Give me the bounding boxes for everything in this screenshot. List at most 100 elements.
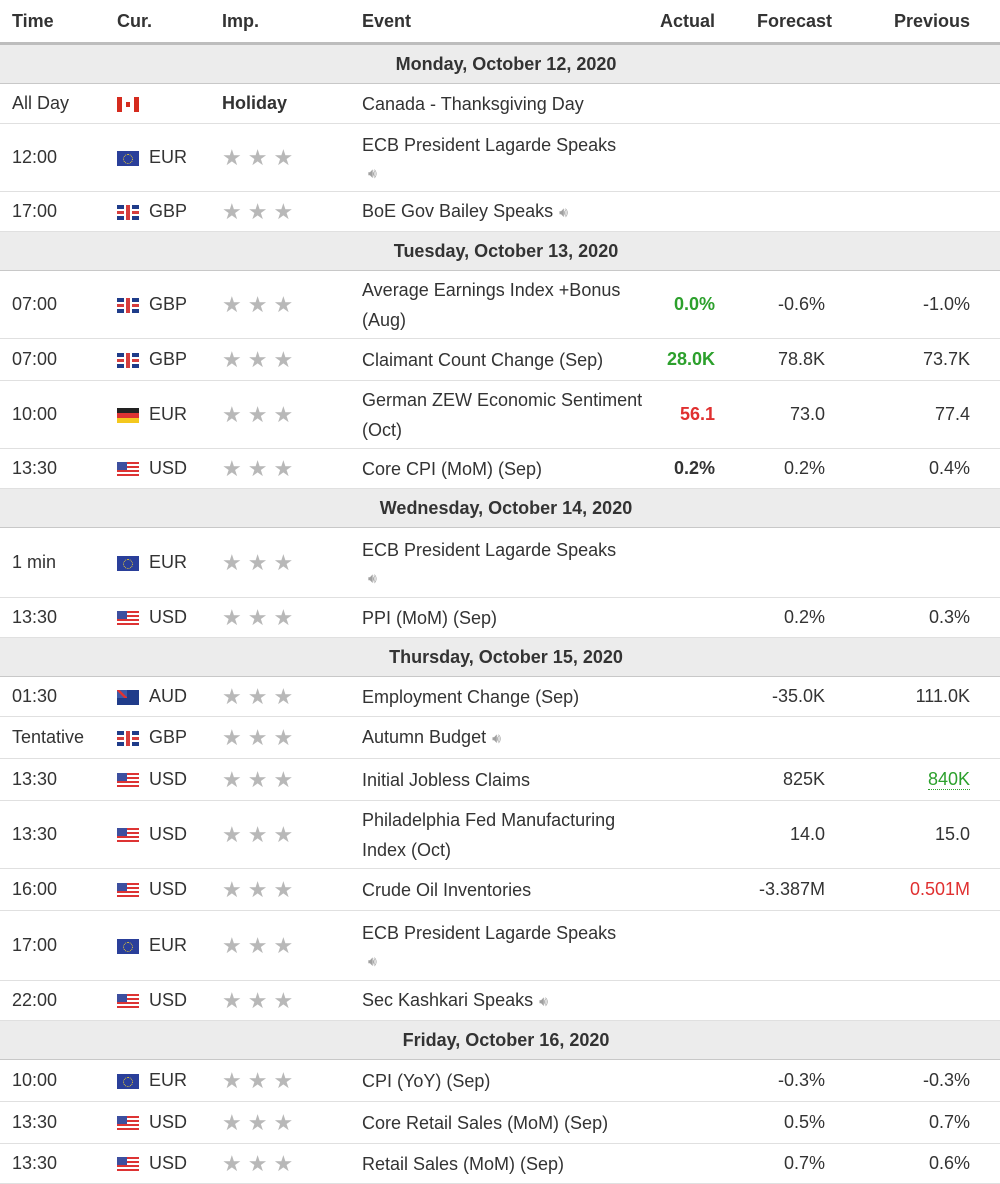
event-title[interactable]: PPI (MoM) (Sep) — [362, 607, 498, 628]
event-currency: USD — [105, 800, 210, 869]
star-icon: ★ — [247, 604, 268, 630]
event-importance: ★ ★ ★ — [210, 123, 350, 192]
event-title[interactable]: Core CPI (MoM) (Sep) — [362, 458, 543, 479]
event-row[interactable]: 1 min EUR ★ ★ ★ ECB President Lagarde Speaks 🔊… — [0, 527, 1000, 598]
event-title[interactable]: Average Earnings Index +Bonus (Aug) — [362, 279, 621, 330]
currency-code: GBP — [149, 349, 188, 369]
importance-stars: ★ ★ ★ — [222, 725, 299, 750]
event-time: 10:00 — [0, 1059, 105, 1102]
event-forecast: 825K — [745, 758, 855, 801]
previous-value: 0.4% — [928, 458, 970, 478]
header-currency[interactable]: Cur. — [105, 0, 210, 45]
event-row[interactable]: 07:00 GBP ★ ★ ★ Average Earnings Index +Bonus… — [0, 270, 1000, 339]
star-icon: ★ — [247, 1067, 268, 1093]
actual-value: 0.0% — [673, 294, 715, 314]
event-name[interactable]: CPI (YoY) (Sep) — [350, 1059, 645, 1102]
event-row[interactable]: 13:30 USD ★ ★ ★ Philadelphia Fed Manufacturin… — [0, 800, 1000, 869]
event-actual: 0.0% — [645, 270, 745, 339]
event-previous — [855, 123, 1000, 192]
event-row[interactable]: 10:00 EUR ★ ★ ★ CPI (YoY) (Sep) -0.3% -0.3% — [0, 1059, 1000, 1102]
event-name[interactable]: ECB President Lagarde Speaks 🔊︎ — [350, 527, 645, 598]
event-title[interactable]: Employment Change (Sep) — [362, 686, 580, 707]
event-row[interactable]: 01:30 AUD ★ ★ ★ Employment Change (Sep) -35.0K… — [0, 676, 1000, 717]
header-previous[interactable]: Previous — [855, 0, 1000, 45]
event-name[interactable]: German ZEW Economic Sentiment (Oct) — [350, 380, 645, 449]
event-title[interactable]: Initial Jobless Claims — [362, 769, 531, 790]
importance-stars: ★ ★ ★ — [222, 1151, 299, 1176]
event-name[interactable]: Philadelphia Fed Manufacturing Index (Oc… — [350, 800, 645, 869]
event-actual — [645, 868, 745, 911]
event-name[interactable]: Retail Sales (MoM) (Sep) — [350, 1143, 645, 1184]
event-title[interactable]: Autumn Budget — [362, 727, 487, 747]
usd-flag-icon — [117, 1156, 139, 1172]
currency-code: EUR — [149, 147, 188, 167]
importance-stars: ★ ★ ★ — [222, 684, 299, 709]
event-previous: -0.3% — [855, 1059, 1000, 1102]
event-previous: 77.4 — [855, 380, 1000, 449]
event-title[interactable]: ECB President Lagarde Speaks — [362, 540, 617, 560]
event-title[interactable]: CPI (YoY) (Sep) — [362, 1070, 491, 1091]
star-icon: ★ — [247, 455, 268, 481]
event-name[interactable]: Sec Kashkari Speaks 🔊︎ — [350, 980, 645, 1021]
star-icon: ★ — [247, 549, 268, 575]
event-previous: 0.501M — [855, 868, 1000, 911]
usd-flag-icon — [117, 1115, 139, 1131]
event-name[interactable]: Core Retail Sales (MoM) (Sep) — [350, 1101, 645, 1144]
star-icon: ★ — [273, 401, 294, 427]
event-importance: ★ ★ ★ — [210, 270, 350, 339]
star-icon: ★ — [273, 549, 294, 575]
event-title[interactable]: ECB President Lagarde Speaks — [362, 135, 617, 155]
event-row[interactable]: 16:00 USD ★ ★ ★ Crude Oil Inventories -3.387M 0… — [0, 868, 1000, 911]
previous-value: 77.4 — [934, 404, 970, 424]
event-name[interactable]: BoE Gov Bailey Speaks 🔊︎ — [350, 191, 645, 232]
event-title[interactable]: ECB President Lagarde Speaks — [362, 923, 617, 943]
event-row[interactable]: 12:00 EUR ★ ★ ★ ECB President Lagarde Speaks 🔊… — [0, 123, 1000, 192]
event-title[interactable]: Core Retail Sales (MoM) (Sep) — [362, 1112, 609, 1133]
event-name[interactable]: ECB President Lagarde Speaks 🔊︎ — [350, 123, 645, 192]
header-actual[interactable]: Actual — [645, 0, 745, 45]
event-name[interactable]: Average Earnings Index +Bonus (Aug) — [350, 270, 645, 339]
header-event[interactable]: Event — [350, 0, 645, 45]
event-row[interactable]: 13:30 USD ★ ★ ★ Initial Jobless Claims 825K 840… — [0, 758, 1000, 801]
event-row[interactable]: 13:30 USD ★ ★ ★ PPI (MoM) (Sep) 0.2% 0.3% — [0, 597, 1000, 638]
event-name[interactable]: Crude Oil Inventories — [350, 868, 645, 911]
event-row[interactable]: 10:00 EUR ★ ★ ★ German ZEW Economic Sentiment… — [0, 380, 1000, 449]
event-row[interactable]: 13:30 USD ★ ★ ★ Core Retail Sales (MoM) (Sep)… — [0, 1101, 1000, 1144]
event-row[interactable]: 07:00 GBP ★ ★ ★ Claimant Count Change (Sep) 28… — [0, 338, 1000, 381]
event-name[interactable]: Canada - Thanksgiving Day — [350, 83, 645, 124]
event-title[interactable]: Canada - Thanksgiving Day — [362, 93, 584, 114]
event-currency: USD — [105, 980, 210, 1021]
event-row[interactable]: 17:00 EUR ★ ★ ★ ECB President Lagarde Speaks 🔊… — [0, 910, 1000, 981]
event-title[interactable]: Sec Kashkari Speaks — [362, 990, 534, 1010]
event-row[interactable]: 22:00 USD ★ ★ ★ Sec Kashkari Speaks 🔊︎ — [0, 980, 1000, 1021]
event-name[interactable]: Initial Jobless Claims — [350, 758, 645, 801]
event-actual — [645, 800, 745, 869]
header-forecast[interactable]: Forecast — [745, 0, 855, 45]
importance-stars: ★ ★ ★ — [222, 605, 299, 630]
star-icon: ★ — [273, 604, 294, 630]
eur-flag-icon — [117, 1073, 139, 1089]
header-importance[interactable]: Imp. — [210, 0, 350, 45]
header-time[interactable]: Time — [0, 0, 105, 45]
event-time: 13:30 — [0, 448, 105, 489]
star-icon: ★ — [247, 401, 268, 427]
event-row[interactable]: All Day Holiday Canada - Thanksgiving Day — [0, 83, 1000, 124]
event-name[interactable]: ECB President Lagarde Speaks 🔊︎ — [350, 910, 645, 981]
usd-flag-icon — [117, 827, 139, 843]
event-name[interactable]: PPI (MoM) (Sep) — [350, 597, 645, 638]
event-title[interactable]: Crude Oil Inventories — [362, 879, 532, 900]
event-row[interactable]: 17:00 GBP ★ ★ ★ BoE Gov Bailey Speaks 🔊︎ — [0, 191, 1000, 232]
event-name[interactable]: Claimant Count Change (Sep) — [350, 338, 645, 381]
event-title[interactable]: Claimant Count Change (Sep) — [362, 349, 604, 370]
event-row[interactable]: 13:30 USD ★ ★ ★ Retail Sales (MoM) (Sep) 0.7% 0… — [0, 1143, 1000, 1184]
event-row[interactable]: 13:30 USD ★ ★ ★ Core CPI (MoM) (Sep) 0.2% 0.2% 0… — [0, 448, 1000, 489]
event-name[interactable]: Employment Change (Sep) — [350, 676, 645, 717]
event-title[interactable]: Philadelphia Fed Manufacturing Index (Oc… — [362, 809, 616, 860]
event-actual: 28.0K — [645, 338, 745, 381]
event-title[interactable]: Retail Sales (MoM) (Sep) — [362, 1153, 565, 1174]
event-title[interactable]: German ZEW Economic Sentiment (Oct) — [362, 389, 643, 440]
event-row[interactable]: Tentative GBP ★ ★ ★ Autumn Budget 🔊︎ — [0, 716, 1000, 759]
event-title[interactable]: BoE Gov Bailey Speaks — [362, 201, 554, 221]
event-name[interactable]: Autumn Budget 🔊︎ — [350, 716, 645, 759]
event-name[interactable]: Core CPI (MoM) (Sep) — [350, 448, 645, 489]
